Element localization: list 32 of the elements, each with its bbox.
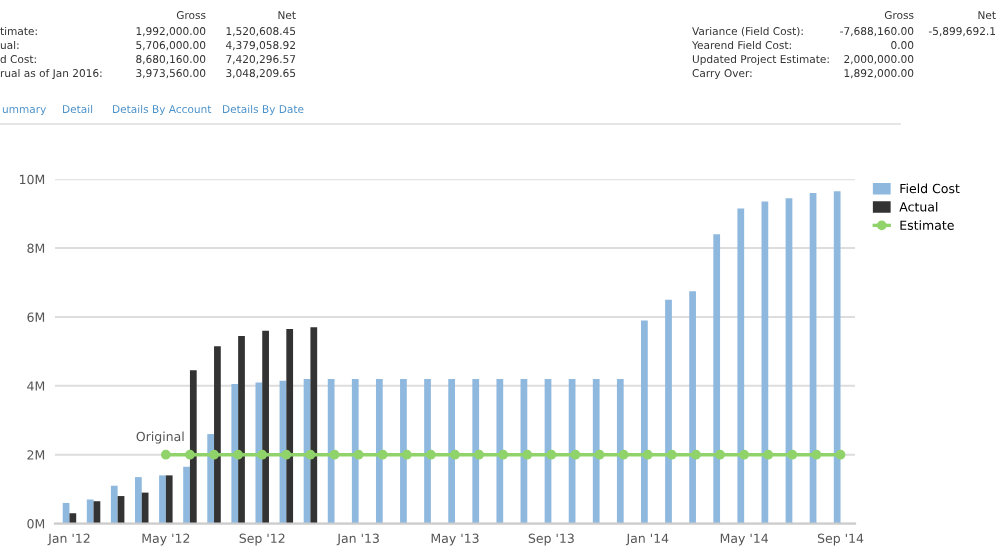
bar <box>207 434 215 524</box>
bar <box>472 378 480 524</box>
bar <box>310 327 318 524</box>
bar <box>641 320 648 524</box>
bar <box>165 475 173 524</box>
bar <box>375 378 383 524</box>
bar <box>110 485 118 524</box>
bar <box>689 291 696 524</box>
bar <box>400 378 407 524</box>
bar <box>214 346 221 524</box>
bar <box>262 330 269 524</box>
bar <box>231 384 239 524</box>
bar <box>713 234 721 524</box>
bar <box>135 477 142 524</box>
bar <box>424 378 431 524</box>
bar <box>327 378 335 524</box>
bar <box>286 329 294 524</box>
bar <box>238 335 245 524</box>
bar <box>86 499 94 524</box>
bar <box>496 378 504 524</box>
bar <box>448 378 455 524</box>
bar <box>351 378 359 524</box>
bar <box>665 299 672 524</box>
bar <box>183 466 190 524</box>
bar <box>255 382 263 524</box>
bar <box>833 191 841 524</box>
bar <box>69 513 77 524</box>
bar <box>592 378 600 524</box>
bar <box>616 378 624 524</box>
bar <box>737 208 745 524</box>
bar <box>189 370 197 524</box>
bar <box>159 475 166 524</box>
